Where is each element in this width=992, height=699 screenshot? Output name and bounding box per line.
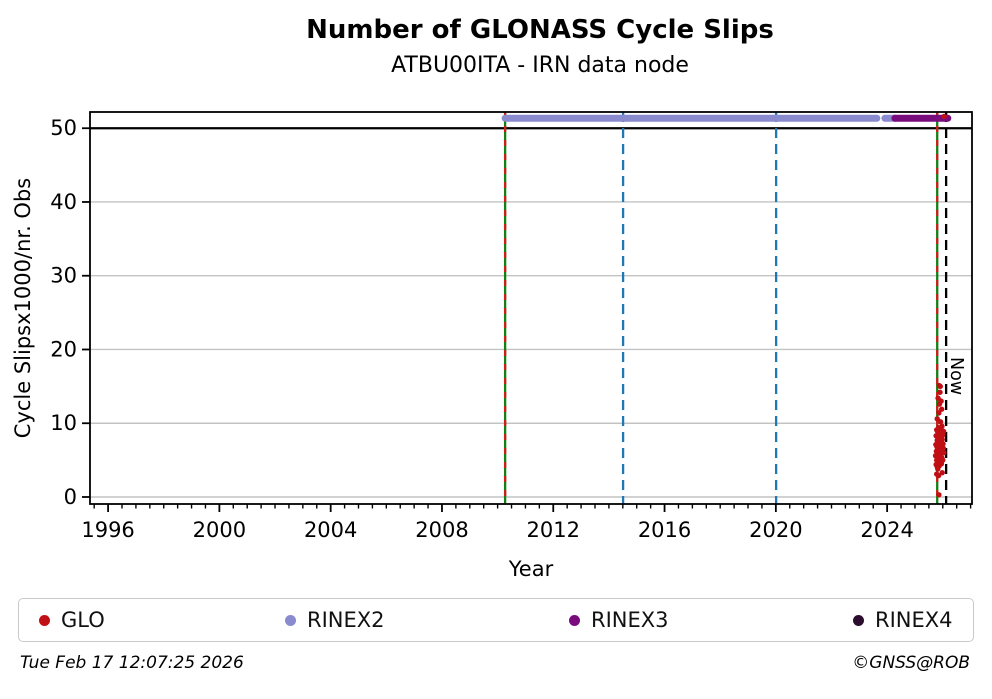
x-tick-label-2024: 2024 bbox=[860, 518, 913, 542]
x-tick-label-2004: 2004 bbox=[304, 518, 357, 542]
legend-item-glo: GLO bbox=[39, 599, 105, 641]
series-glo-point bbox=[940, 445, 947, 452]
legend-marker-icon bbox=[569, 614, 580, 626]
series-glo-point bbox=[936, 410, 942, 416]
legend-label: GLO bbox=[61, 608, 105, 632]
legend-item-rinex2: RINEX2 bbox=[285, 599, 385, 641]
series-glo-point bbox=[939, 436, 945, 443]
series-glo-point bbox=[941, 450, 947, 456]
legend: GLO RINEX2 RINEX3 RINEX4 bbox=[18, 598, 974, 642]
y-tick-label-0: 0 bbox=[64, 485, 77, 509]
y-tick-label-30: 30 bbox=[50, 264, 77, 288]
legend-marker-icon bbox=[853, 614, 864, 626]
plot-canvas: Now 1996 2000 2004 2008 2012 2016 2020 2024 0 10 20… bbox=[11, 111, 973, 581]
x-tick-label-2000: 2000 bbox=[193, 518, 246, 542]
plot-timestamp: Tue Feb 17 12:07:25 2026 bbox=[20, 653, 244, 673]
y-tick-label-50: 50 bbox=[50, 116, 77, 140]
x-tick-label-2012: 2012 bbox=[527, 518, 580, 542]
series-glo-point bbox=[935, 472, 942, 479]
legend-label: RINEX2 bbox=[307, 608, 385, 632]
legend-marker-icon bbox=[285, 614, 296, 626]
series-glo-point bbox=[937, 419, 944, 425]
series-glo-point bbox=[940, 441, 946, 447]
x-tick-label-2008: 2008 bbox=[415, 518, 468, 542]
series-glo-point bbox=[937, 389, 943, 395]
legend-item-rinex4: RINEX4 bbox=[853, 599, 953, 641]
x-tick-label-2020: 2020 bbox=[749, 518, 802, 542]
series-glo-point bbox=[938, 406, 945, 412]
series-glo-point bbox=[940, 428, 947, 435]
legend-label: RINEX3 bbox=[591, 608, 669, 632]
series-glo-point bbox=[941, 113, 947, 120]
y-tick-label-20: 20 bbox=[50, 337, 77, 361]
series-glo-point bbox=[937, 383, 943, 390]
chart-subtitle: ATBU00ITA - IRN data node bbox=[391, 52, 689, 78]
y-tick-label-40: 40 bbox=[50, 190, 77, 214]
x-axis-label: Year bbox=[508, 557, 554, 581]
x-tick-label-1996: 1996 bbox=[81, 518, 134, 542]
credit-watermark: ©GNSS@ROB bbox=[852, 653, 970, 673]
series-glo-point bbox=[938, 398, 944, 404]
y-axis-label: Cycle Slipsx1000/nr. Obs bbox=[11, 178, 35, 438]
series-glo-point bbox=[939, 469, 945, 476]
now-label: Now bbox=[946, 357, 966, 395]
series-glo-point bbox=[939, 423, 945, 429]
legend-item-rinex3: RINEX3 bbox=[569, 599, 669, 641]
series-glo-point bbox=[936, 492, 942, 498]
legend-label: RINEX4 bbox=[875, 608, 953, 632]
y-tick-label-10: 10 bbox=[50, 411, 77, 435]
chart-title: Number of GLONASS Cycle Slips bbox=[306, 15, 774, 45]
x-tick-label-2016: 2016 bbox=[638, 518, 691, 542]
plot-border bbox=[89, 111, 973, 505]
series-glo-point bbox=[940, 457, 946, 463]
legend-marker-icon bbox=[39, 614, 50, 626]
title-block: Number of GLONASS Cycle Slips ATBU00ITA … bbox=[88, 14, 992, 78]
